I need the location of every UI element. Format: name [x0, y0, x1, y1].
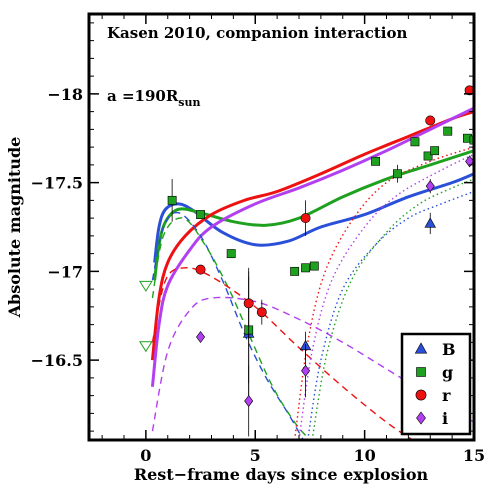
model-curve-r-dotted: [293, 146, 474, 440]
y-axis-label: Absolute magnitude: [5, 137, 24, 319]
axis-ticks: 0 5 10 15 −16.5 −17 −17.5 −18: [31, 14, 485, 465]
data-point-g-10: [423, 151, 433, 161]
model-curve-r-solid: [150, 110, 474, 361]
model-curve-r-dashed: [151, 267, 414, 440]
data-point-g-4: [290, 266, 300, 276]
model-curve-B-dashed: [151, 211, 304, 440]
data-point-g-5: [301, 263, 310, 273]
data-point-g-11: [430, 146, 440, 156]
data-point-i-0: [196, 331, 206, 344]
data-point-g-1: [196, 210, 205, 219]
data-point-i-3: [425, 180, 435, 193]
legend-box: [400, 332, 472, 436]
data-point-g-0: [167, 195, 177, 205]
data-point-g-14: [469, 135, 474, 145]
annotation-subscript: sun: [178, 96, 200, 109]
x-tick-label-2: 10: [353, 446, 375, 465]
legend-label-g: g: [442, 363, 453, 382]
data-point-r-2: [256, 307, 267, 318]
data-point-B-2: [424, 217, 436, 228]
data-point-i-4: [465, 155, 474, 168]
data-point-g-6: [309, 261, 319, 271]
x-tick-label-0: 0: [140, 446, 151, 465]
model-curve-g-dashed: [151, 217, 311, 440]
y-tick-label-2: −17.5: [31, 174, 83, 193]
model-curve-i-dashed: [151, 296, 474, 432]
model-curve-i-solid: [150, 106, 474, 387]
data-point-i-2: [301, 364, 311, 377]
data-point-r-1: [243, 298, 254, 309]
model-curve-g-solid: [153, 149, 474, 281]
legend-marker-r: [415, 389, 427, 401]
data-point-r-5: [464, 85, 474, 96]
upper-limit-marker-1: [138, 341, 153, 353]
data-point-g-12: [443, 126, 453, 136]
chart-title: Kasen 2010, companion interaction: [107, 24, 407, 42]
data-point-g-8: [393, 169, 402, 179]
y-tick-label-0: −16.5: [31, 351, 83, 370]
legend-marker-i: [416, 411, 426, 425]
data-point-r-3: [300, 213, 311, 224]
legend-marker-g: [416, 367, 426, 377]
legend-marker-B: [414, 342, 428, 354]
data-point-g-7: [371, 156, 380, 166]
x-tick-label-1: 5: [250, 446, 261, 465]
legend-label-i: i: [442, 409, 448, 428]
separation-annotation: a =190Rsun: [107, 87, 201, 109]
upper-limits: [138, 280, 153, 353]
x-tick-label-3: 15: [463, 446, 485, 465]
legend-label-B: B: [442, 340, 456, 359]
legend-label-r: r: [442, 386, 451, 405]
model-curves: [150, 106, 474, 440]
annotation-text: a =190R: [107, 87, 179, 105]
data-point-r-0: [195, 264, 206, 275]
data-point-g-2: [226, 249, 236, 259]
plot-frame: [87, 12, 476, 442]
model-curve-B-solid: [153, 172, 474, 263]
data-point-g-9: [410, 137, 420, 147]
data-points: [167, 85, 474, 437]
upper-limit-marker-0: [138, 280, 153, 292]
x-axis-label: Rest−frame days since explosion: [134, 465, 429, 484]
y-tick-label-1: −17: [47, 262, 83, 281]
model-curve-B-dotted: [307, 190, 474, 440]
data-point-r-4: [425, 115, 436, 126]
data-point-i-1: [244, 394, 254, 407]
model-curve-g-dotted: [311, 178, 474, 440]
y-tick-label-3: −18: [47, 85, 83, 104]
